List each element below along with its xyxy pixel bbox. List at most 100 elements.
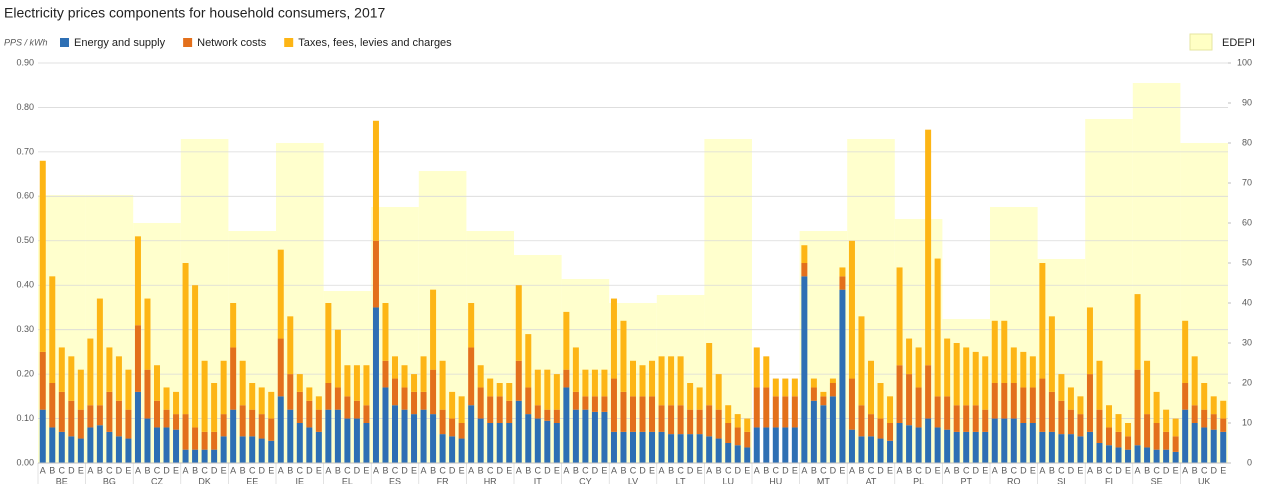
bar-segment — [925, 365, 932, 419]
bar-segment — [77, 438, 84, 463]
bar-segment — [1058, 374, 1065, 401]
bar-segment — [430, 414, 437, 463]
bar-segment — [696, 409, 703, 435]
bar-segment — [896, 423, 903, 463]
bar-segment — [458, 423, 465, 439]
x-tick-label: B — [525, 465, 531, 475]
bar-segment — [249, 436, 256, 463]
bar-segment — [734, 414, 741, 428]
x-tick-label: C — [154, 465, 161, 475]
bar-segment — [392, 356, 398, 379]
bar-segment — [982, 356, 989, 410]
bar-segment — [963, 405, 970, 432]
bar-segment — [125, 438, 132, 463]
bar-segment — [192, 427, 199, 450]
bar-segment — [515, 285, 522, 361]
bar-segment — [601, 369, 608, 397]
bar-segment — [858, 316, 865, 406]
bar-segment — [449, 436, 456, 463]
bar-segment — [915, 427, 922, 463]
y2-tick-label: 10 — [1242, 417, 1252, 427]
group-label: FI — [1105, 476, 1113, 484]
bar-segment — [230, 409, 237, 463]
bar-segment — [553, 423, 560, 463]
bar-segment — [506, 400, 513, 423]
bar-segment — [563, 311, 570, 370]
x-tick-label: E — [459, 465, 465, 475]
bar-segment — [972, 351, 979, 406]
y-tick-label: 0.50 — [16, 235, 34, 245]
bar-segment — [725, 405, 732, 423]
bar-segment — [1144, 360, 1151, 415]
bar-segment — [1029, 356, 1036, 388]
bar-segment — [887, 396, 894, 423]
bar-segment — [220, 360, 227, 415]
x-tick-label: A — [135, 465, 141, 475]
bar-segment — [239, 405, 246, 437]
bar-segment — [582, 369, 589, 397]
bar-segment — [1020, 351, 1027, 388]
bar-segment — [458, 438, 465, 463]
x-tick-label: D — [163, 465, 170, 475]
bar-segment — [192, 285, 199, 428]
x-tick-label: B — [1049, 465, 1055, 475]
bar-segment — [563, 369, 570, 388]
bar-segment — [372, 120, 379, 241]
x-tick-label: B — [430, 465, 436, 475]
bar-segment — [277, 396, 284, 463]
bar-segment — [772, 427, 779, 463]
bar-segment — [782, 396, 789, 428]
bar-segment — [1106, 427, 1112, 446]
x-tick-label: E — [125, 465, 131, 475]
bar-segment — [1134, 369, 1141, 446]
bar-segment — [420, 356, 427, 392]
x-tick-label: E — [1077, 465, 1083, 475]
bar-segment — [49, 383, 56, 428]
bar-segment — [658, 431, 665, 463]
group-label: HU — [769, 476, 782, 484]
x-tick-label: D — [830, 465, 837, 475]
x-tick-label: B — [763, 465, 769, 475]
bar-segment — [239, 436, 246, 463]
bar-segment — [791, 427, 798, 463]
x-tick-label: B — [382, 465, 388, 475]
bar-segment — [801, 263, 808, 277]
bar-segment — [1077, 436, 1084, 463]
bar-segment — [801, 245, 808, 263]
bar-segment — [154, 427, 160, 463]
x-tick-label: E — [935, 465, 941, 475]
y-tick-label: 0.60 — [16, 191, 34, 201]
bar-segment — [411, 414, 418, 463]
x-tick-label: C — [868, 465, 875, 475]
bar-segment — [744, 418, 751, 432]
bar-segment — [696, 434, 703, 463]
x-tick-label: D — [639, 465, 646, 475]
bar-segment — [1096, 409, 1103, 443]
x-tick-label: B — [620, 465, 626, 475]
bar-segment — [258, 414, 265, 439]
bar-segment — [1144, 414, 1151, 448]
x-tick-label: B — [1001, 465, 1007, 475]
y2-tick-label: 20 — [1242, 377, 1252, 387]
bar-segment — [477, 418, 484, 463]
bar-segment — [953, 431, 960, 463]
x-tick-label: C — [59, 465, 66, 475]
bar-segment — [687, 409, 694, 435]
bar-segment — [782, 427, 789, 463]
x-tick-label: C — [1058, 465, 1065, 475]
bar-segment — [820, 391, 827, 397]
bar-segment — [182, 263, 189, 415]
bar-segment — [39, 351, 46, 410]
x-tick-label: B — [240, 465, 246, 475]
x-tick-label: D — [116, 465, 123, 475]
bar-segment — [68, 356, 75, 401]
bar-segment — [306, 387, 313, 401]
x-tick-label: C — [725, 465, 732, 475]
bar-segment — [1048, 391, 1055, 432]
bar-segment — [468, 347, 475, 406]
x-tick-label: D — [1020, 465, 1027, 475]
bar-segment — [668, 405, 675, 435]
bar-segment — [58, 347, 65, 392]
bar-segment — [791, 378, 798, 397]
y2-tick-label: 70 — [1242, 177, 1252, 187]
